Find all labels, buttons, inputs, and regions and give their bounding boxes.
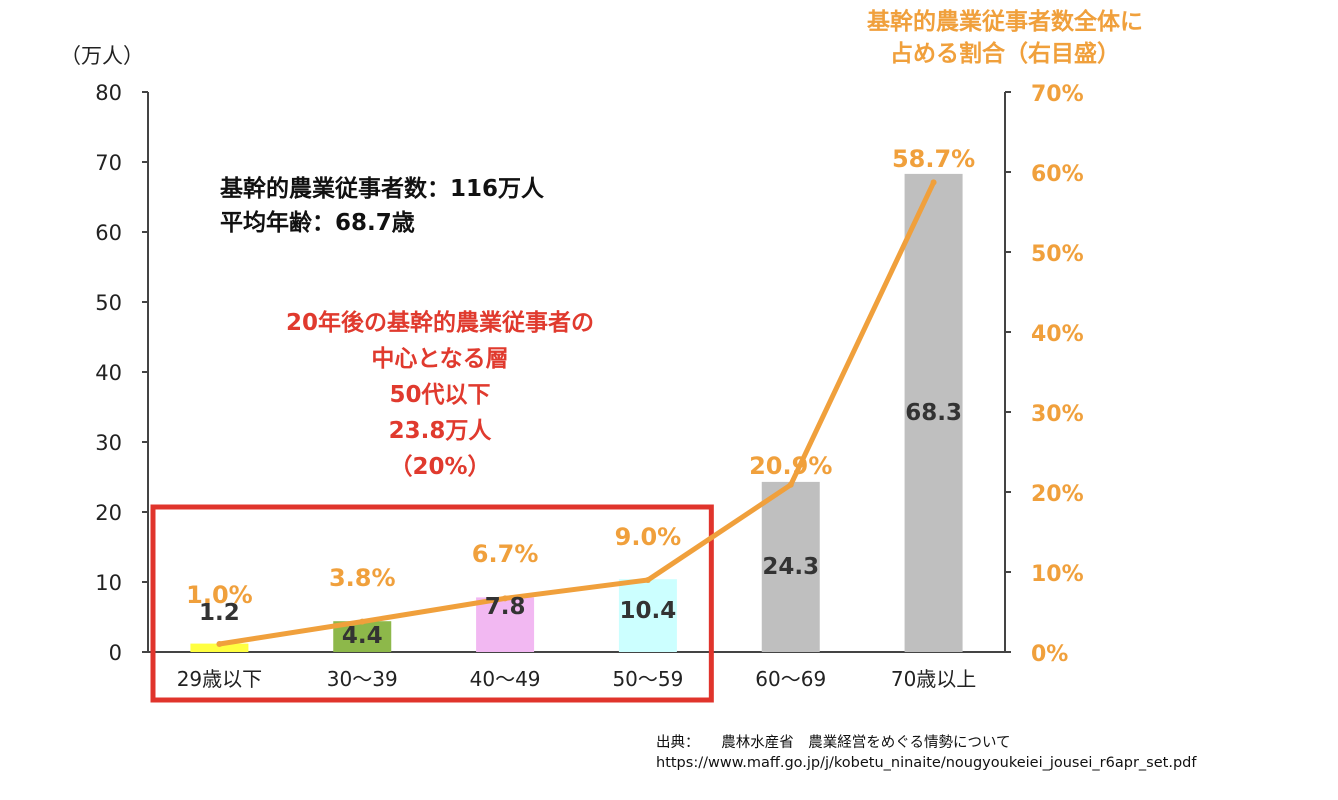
source-title: 出典： 農林水産省 農業経営をめぐる情勢について [656,735,1011,751]
line-point-2 [359,618,366,625]
source-url: https://www.maff.go.jp/j/kobetu_ninaite/… [656,755,1197,771]
bar-5 [761,481,820,652]
category-label: 50～59 [612,667,683,691]
line-point-6 [930,179,937,186]
note-line3: 50代以下 [389,382,491,408]
right-tick-label: 20% [1031,482,1084,507]
summary-total: 基幹的農業従事者数：116万人 [220,176,545,202]
bar-value-label: 4.4 [342,623,383,649]
right-axis-title-line2: 占める割合（右目盛） [890,41,1120,67]
summary-average-age: 平均年齢：68.7歳 [220,210,415,236]
bar-value-label: 7.8 [485,594,526,620]
line-point-3 [502,595,509,602]
note-line4: 23.8万人 [388,418,492,444]
percentage-line [216,179,937,647]
left-tick-label: 40 [95,361,122,385]
bar-value-label: 1.2 [199,600,240,626]
bar-value-label: 68.3 [905,400,962,426]
category-label: 30～39 [327,667,398,691]
right-tick-label: 10% [1031,562,1084,587]
left-tick-label: 10 [95,571,122,595]
left-tick-label: 80 [95,81,122,105]
left-tick-label: 0 [109,641,122,665]
percentage-label: 6.7% [472,540,539,568]
right-tick-label: 50% [1031,242,1084,267]
left-tick-label: 60 [95,221,122,245]
category-label: 40～49 [470,667,541,691]
note-line2: 中心となる層 [371,346,509,372]
category-label: 70歳以上 [891,667,976,691]
percentage-label: 20.9% [749,452,832,480]
right-tick-label: 0% [1031,642,1068,667]
bar-value-label: 24.3 [762,554,819,580]
right-tick-label: 30% [1031,402,1084,427]
bar-6 [904,173,963,652]
left-tick-label: 50 [95,291,122,315]
line-point-5 [787,481,794,488]
percentage-label: 9.0% [615,523,682,551]
highlight-note: 20年後の基幹的農業従事者の 中心となる層 50代以下 23.8万人 （20%） [190,305,690,485]
line-point-1 [216,641,223,647]
category-label: 29歳以下 [177,667,262,691]
left-tick-label: 30 [95,431,122,455]
right-axis-title-line1: 基幹的農業従事者数全体に [867,9,1143,35]
left-tick-label: 70 [95,151,122,175]
bar-value-label: 10.4 [620,598,677,624]
right-axis-title: 基幹的農業従事者数全体に 占める割合（右目盛） [770,6,1240,70]
line-point-4 [644,577,651,583]
note-line5: （20%） [389,454,491,480]
right-tick-label: 40% [1031,322,1084,347]
percentage-label: 3.8% [329,564,396,592]
left-tick-label: 20 [95,501,122,525]
bar-4 [618,579,677,652]
highlight-box [150,504,714,703]
left-axis-unit: （万人） [60,44,144,68]
source-citation: 出典： 農林水産省 農業経営をめぐる情勢について https://www.maf… [656,733,1196,773]
percentage-label: 1.0% [186,581,253,609]
percentage-label: 58.7% [892,145,975,173]
bar-1 [190,643,249,652]
summary-box: 基幹的農業従事者数：116万人 平均年齢：68.7歳 [220,172,544,240]
right-tick-label: 60% [1031,162,1084,187]
note-line1: 20年後の基幹的農業従事者の [285,310,594,336]
category-label: 60～69 [755,667,826,691]
bar-3 [476,597,535,652]
right-tick-label: 70% [1031,82,1084,107]
